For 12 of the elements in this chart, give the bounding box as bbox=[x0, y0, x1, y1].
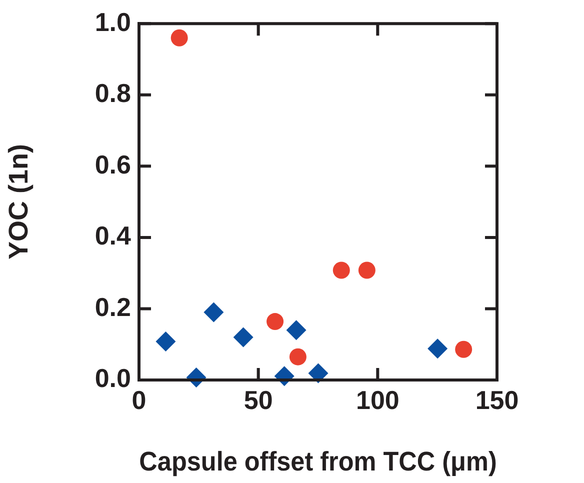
y-tick-label: 0.4 bbox=[94, 220, 132, 251]
y-tick-label: 0.8 bbox=[94, 78, 131, 108]
y-tick-label: 1.0 bbox=[94, 6, 131, 37]
x-tick-label: 0 bbox=[132, 384, 146, 415]
y-tick-label: 0.0 bbox=[94, 363, 131, 394]
x-axis-title: Capsule offset from TCC (μm) bbox=[139, 445, 497, 476]
y-tick-label: 0.2 bbox=[94, 292, 131, 322]
y-axis-title: YOC (1n) bbox=[4, 144, 34, 260]
x-tick-label: 150 bbox=[475, 384, 519, 415]
x-tick-label: 50 bbox=[244, 384, 273, 415]
x-tick-label: 100 bbox=[356, 384, 400, 415]
y-tick-label: 0.6 bbox=[94, 149, 131, 180]
